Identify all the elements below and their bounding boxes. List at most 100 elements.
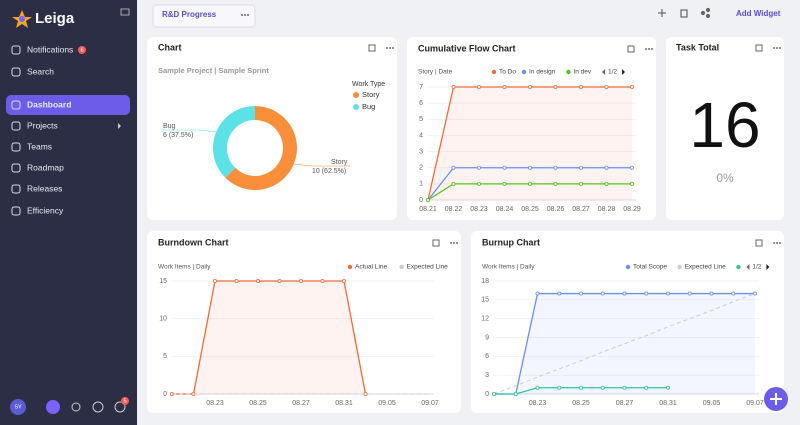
axis-label: Work Items | Daily [482,264,535,271]
widget-menu[interactable] [453,242,455,244]
tab-menu[interactable] [241,14,249,16]
widget-menu[interactable] [456,242,458,244]
pager: 1/2 [752,264,761,271]
y-tick-label: 15 [481,297,489,304]
chart-subtitle: Sample Project | Sample Sprint [158,66,269,75]
nav-icon [11,45,21,55]
x-tick-label: 08.31 [659,400,677,407]
widget-icon[interactable] [432,239,440,247]
invite-icon[interactable] [71,402,81,412]
area [494,293,755,394]
x-tick-label: 09.07 [746,400,764,407]
widget-menu[interactable] [776,242,778,244]
brand: Leiga [35,10,75,27]
widget-icon[interactable] [755,239,763,247]
legend-label: Actual Line [355,264,388,271]
nav-item: Releases [27,183,62,193]
point [553,85,558,90]
point [451,181,456,186]
nav-item: Teams [27,141,52,151]
slice-value-label: 10 (62.5%) [312,168,346,175]
widget-menu[interactable] [651,48,653,50]
y-tick-label: 1 [419,181,423,188]
collapse-icon[interactable] [120,8,130,16]
point [528,165,533,170]
widget-menu[interactable] [773,47,775,49]
widget-menu[interactable] [645,48,647,50]
nav-item: Notifications [27,44,73,54]
legend-label: To Do [499,69,516,76]
help-icon[interactable] [92,401,104,413]
widget-icon[interactable] [755,44,763,52]
chat-icon[interactable] [46,400,60,414]
donut-slice [225,106,297,191]
point [557,385,562,390]
legend-swatch [347,264,353,270]
point [528,181,533,186]
toolbar-icons[interactable] [658,7,711,19]
widget-icon[interactable] [368,44,376,52]
point [513,391,518,396]
x-tick-label: 09.05 [703,400,721,407]
point [476,165,481,170]
logo-icon [12,10,32,28]
y-tick-label: 7 [419,84,423,91]
widget-menu[interactable] [648,48,650,50]
widget-menu[interactable] [392,47,394,49]
point [553,181,558,186]
point [687,291,692,296]
series-line [172,280,367,395]
widget-menu[interactable] [779,242,781,244]
nav-icon [11,121,21,131]
pager-next[interactable] [766,264,770,270]
point [320,278,325,283]
avatar[interactable] [10,399,26,415]
task-total-value: 16 [689,89,760,161]
widget-menu[interactable] [776,47,778,49]
point [630,165,635,170]
x-tick-label: 08.25 [521,206,539,213]
nav-icon [11,67,21,77]
pager-prev[interactable] [602,69,605,75]
widget-menu[interactable] [779,47,781,49]
y-tick-label: 15 [159,278,167,285]
legend-label: Total Scope [633,264,667,271]
donut-slice [213,106,255,178]
y-tick-label: 0 [419,197,423,204]
widget-menu[interactable] [450,242,452,244]
widget-menu[interactable] [386,47,388,49]
x-tick-label: 09.05 [378,400,396,407]
point [622,385,627,390]
y-tick-label: 12 [481,316,489,323]
y-tick-label: 9 [485,334,489,341]
leader-line [163,129,217,133]
point [298,278,303,283]
pager-next[interactable] [622,69,625,75]
x-tick-label: 08.24 [496,206,514,213]
point [212,278,217,283]
sidebar [0,0,137,425]
y-tick-label: 5 [419,116,423,123]
panel [407,37,656,220]
point [234,278,239,283]
point [666,291,671,296]
tab[interactable] [152,4,256,28]
legend-swatch [677,264,682,270]
series-line [493,293,756,395]
pager-prev[interactable] [746,264,750,270]
widget-menu[interactable] [773,242,775,244]
nav-item: Dashboard [27,99,71,109]
active-nav [6,95,130,115]
badge [121,397,129,405]
x-tick-label: 08.23 [529,400,547,407]
point [535,385,540,390]
slice-label: Story [331,159,348,166]
avatar-initials: SY [14,404,22,410]
widget-icon[interactable] [627,45,635,53]
point [557,291,562,296]
y-tick-label: 4 [419,132,423,139]
widget-menu[interactable] [389,47,391,49]
y-tick-label: 3 [419,148,423,155]
alert-icon[interactable] [114,401,126,413]
legend-label: Expected Line [407,264,449,271]
